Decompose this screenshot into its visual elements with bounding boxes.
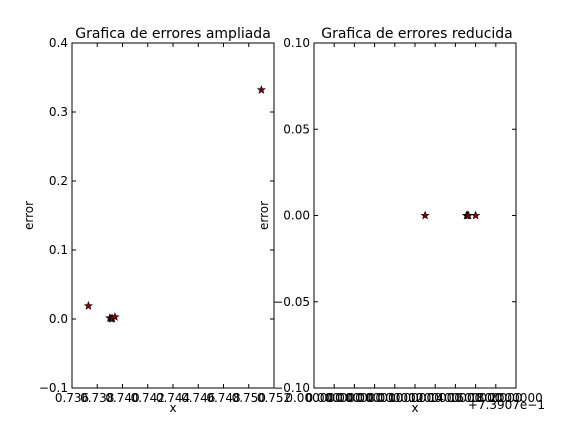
y-tick-label: 0.3 (49, 105, 68, 119)
x-tick-label: 0.750 (232, 391, 266, 405)
data-point-star (110, 312, 120, 321)
x-tick-label: 1000000 (388, 391, 441, 405)
x-axis-offset-text: +7.3907e−1 (468, 398, 545, 412)
x-axis-label: x (169, 401, 176, 415)
plot-area (313, 42, 517, 389)
data-point-star (83, 301, 94, 310)
x-tick-label: 0.000000 (285, 391, 342, 405)
x-tick-label: 0.752 (257, 391, 291, 405)
x-tick-label: 0.000000 (366, 391, 423, 405)
data-point-star (256, 85, 266, 94)
y-tick-label: 0.10 (283, 36, 310, 50)
x-tick-label: 0.736 (55, 391, 89, 405)
data-point-star (471, 210, 481, 220)
y-tick-label: 0.2 (49, 174, 68, 188)
data-point-star (420, 210, 430, 220)
x-tick-label: 0.738 (80, 391, 114, 405)
y-axis-label: error (22, 201, 36, 230)
x-tick-label: 1200000 (408, 391, 461, 405)
x-tick-label: 0.744 (156, 391, 190, 405)
x-tick-label: 0.740 (105, 391, 139, 405)
chart-title: Grafica de errores reducida (321, 26, 513, 42)
x-tick-label: 1400000 (429, 391, 482, 405)
x-tick-label: 1800000 (469, 391, 522, 405)
y-tick-label: −0.10 (273, 381, 310, 395)
x-tick-label: 0.000000 (326, 391, 383, 405)
x-axis-label: x (411, 401, 418, 415)
y-tick-label: 0.05 (283, 122, 310, 136)
y-tick-label: −0.1 (39, 381, 68, 395)
y-tick-label: 0.4 (49, 36, 68, 50)
x-tick-label: 1600000 (449, 391, 502, 405)
plot-area (71, 42, 275, 389)
x-tick-label: 0.742 (131, 391, 165, 405)
chart-panel-reducida: Grafica de errores reducida0.0000000.000… (257, 26, 545, 415)
chart-title: Grafica de errores ampliada (75, 26, 271, 42)
y-axis-label: error (257, 201, 271, 230)
x-tick-label: 0.000000 (346, 391, 403, 405)
chart-panel-ampliada: Grafica de errores ampliada0.7360.7380.7… (22, 26, 291, 415)
y-tick-label: −0.05 (273, 295, 310, 309)
x-tick-label: 0.000000 (306, 391, 363, 405)
y-tick-label: 0.00 (283, 209, 310, 223)
y-tick-label: 0.1 (49, 243, 68, 257)
x-tick-label: 0.748 (206, 391, 240, 405)
x-tick-label: 0.746 (181, 391, 215, 405)
y-tick-label: 0.0 (49, 312, 68, 326)
x-tick-label: 2000000 (489, 391, 542, 405)
